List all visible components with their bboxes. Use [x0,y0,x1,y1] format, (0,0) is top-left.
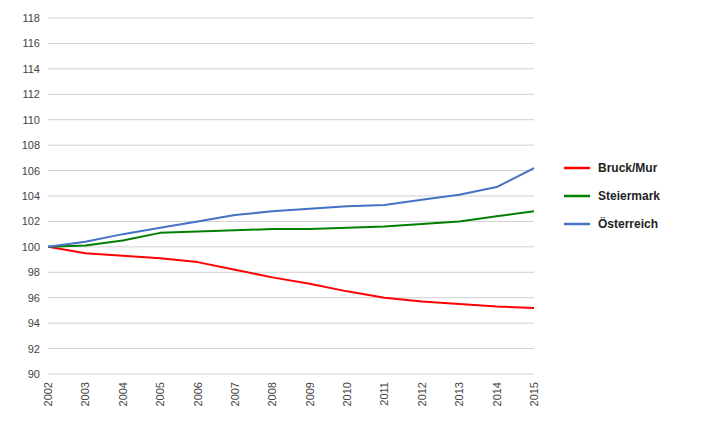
y-tick-label: 104 [22,190,40,202]
y-tick-label: 114 [22,63,40,75]
y-tick-label: 92 [28,343,40,355]
chart-container: 90 92 94 96 98 100 102 104 106 108 110 112 114 116 118… [0,0,714,432]
grid-line [48,196,534,197]
legend: Bruck/Mur Steiermark Österreich [564,161,660,231]
grid-line [48,145,534,146]
y-tick-label: 116 [22,37,40,49]
x-tick-label: 2009 [304,382,316,406]
chart-svg: 90 92 94 96 98 100 102 104 106 108 110 112 114 116 118… [0,0,714,432]
series-line [48,168,534,247]
x-tick-label: 2013 [453,382,465,406]
x-tick-label: 2014 [491,382,503,406]
grid-line [48,374,534,375]
plot-area [48,168,534,308]
grid-line [48,18,534,19]
x-tick-label: 2003 [79,382,91,406]
x-axis: 2002 2003 2004 2005 2006 2007 2008 2009 2010 2011… [42,382,540,406]
x-tick-label: 2002 [42,382,54,406]
grid-line [48,272,534,273]
legend-swatch [564,167,590,170]
x-tick-label: 2012 [416,382,428,406]
grid-line [48,43,534,44]
y-tick-label: 98 [28,266,40,278]
grid-line [48,348,534,349]
grid-line [48,246,534,247]
y-tick-label: 108 [22,139,40,151]
legend-label: Bruck/Mur [598,161,658,175]
grid-line [48,68,534,69]
y-tick-label: 102 [22,215,40,227]
grid-line [48,94,534,95]
y-tick-label: 118 [22,12,40,24]
legend-label: Österreich [598,216,658,231]
grid-line [48,119,534,120]
legend-swatch [564,223,590,226]
x-tick-label: 2008 [266,382,278,406]
series-line [48,247,534,308]
y-tick-label: 94 [28,317,40,329]
x-tick-label: 2011 [378,382,390,406]
grid-line [48,297,534,298]
x-tick-label: 2004 [117,382,129,406]
x-tick-label: 2010 [341,382,353,406]
x-tick-label: 2005 [154,382,166,406]
y-tick-label: 106 [22,165,40,177]
grid-line [48,170,534,171]
y-tick-label: 100 [22,241,40,253]
y-tick-label: 96 [28,292,40,304]
legend-swatch [564,195,590,198]
x-tick-label: 2015 [528,382,540,406]
legend-label: Steiermark [598,189,660,203]
y-tick-label: 112 [22,88,40,100]
x-tick-label: 2006 [192,382,204,406]
grid-line [48,323,534,324]
x-tick-label: 2007 [229,382,241,406]
y-axis: 90 92 94 96 98 100 102 104 106 108 110 112 114 116 118 [22,12,534,380]
y-tick-label: 110 [22,114,40,126]
y-tick-label: 90 [28,368,40,380]
series-line [48,211,534,247]
